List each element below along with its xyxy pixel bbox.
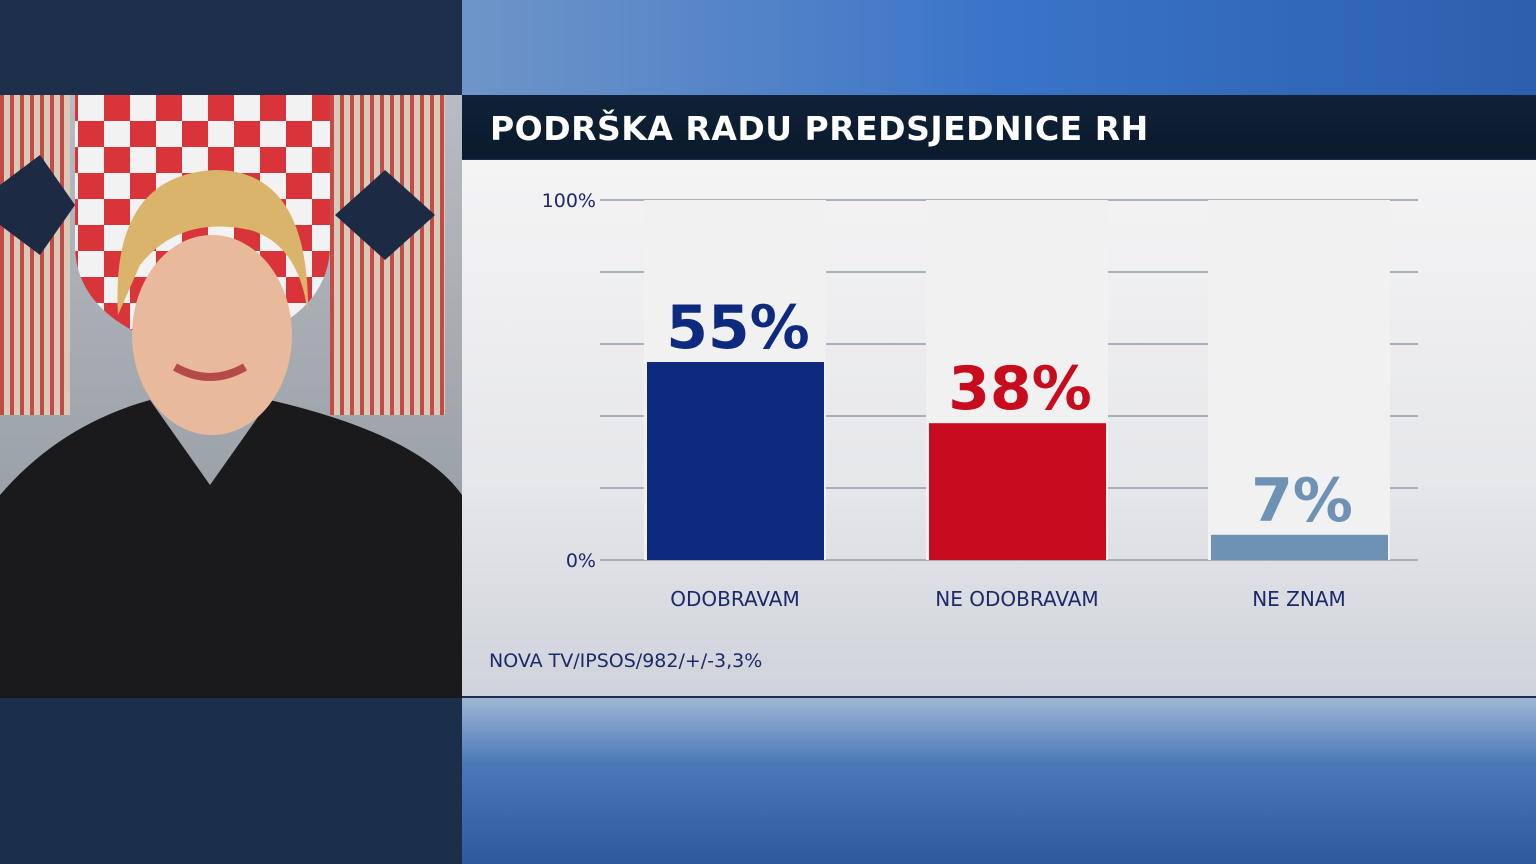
chart-title: PODRŠKA RADU PREDSJEDNICE RH xyxy=(490,109,1149,148)
bar xyxy=(1211,534,1388,560)
chart-panel: 100% 0% 55% ODOBRAVAM 38% NE ODOBRAVAM 7% NE ZN… xyxy=(462,160,1536,696)
bar-column-background xyxy=(1208,200,1390,560)
category-label: NE ZNAM xyxy=(1252,587,1346,611)
left-top-band xyxy=(0,0,462,95)
category-label: NE ODOBRAVAM xyxy=(935,587,1098,611)
category-label: ODOBRAVAM xyxy=(670,587,799,611)
y-tick-label: 0% xyxy=(566,550,596,572)
bottom-band xyxy=(462,698,1536,864)
title-bar: PODRŠKA RADU PREDSJEDNICE RH xyxy=(462,95,1536,159)
person-photo xyxy=(0,95,462,698)
source-note: NOVA TV/IPSOS/982/+/-3,3% xyxy=(489,650,763,672)
y-tick-label: 100% xyxy=(542,190,596,212)
data-label: 55% xyxy=(666,293,810,363)
data-label: 7% xyxy=(1251,466,1353,536)
bar-chart: 100% 0% 55% ODOBRAVAM 38% NE ODOBRAVAM 7% NE ZN… xyxy=(542,190,1418,611)
left-bottom-band xyxy=(0,698,462,864)
bar xyxy=(647,362,824,560)
data-label: 38% xyxy=(948,354,1092,424)
bar xyxy=(929,423,1106,560)
top-band xyxy=(462,0,1536,95)
